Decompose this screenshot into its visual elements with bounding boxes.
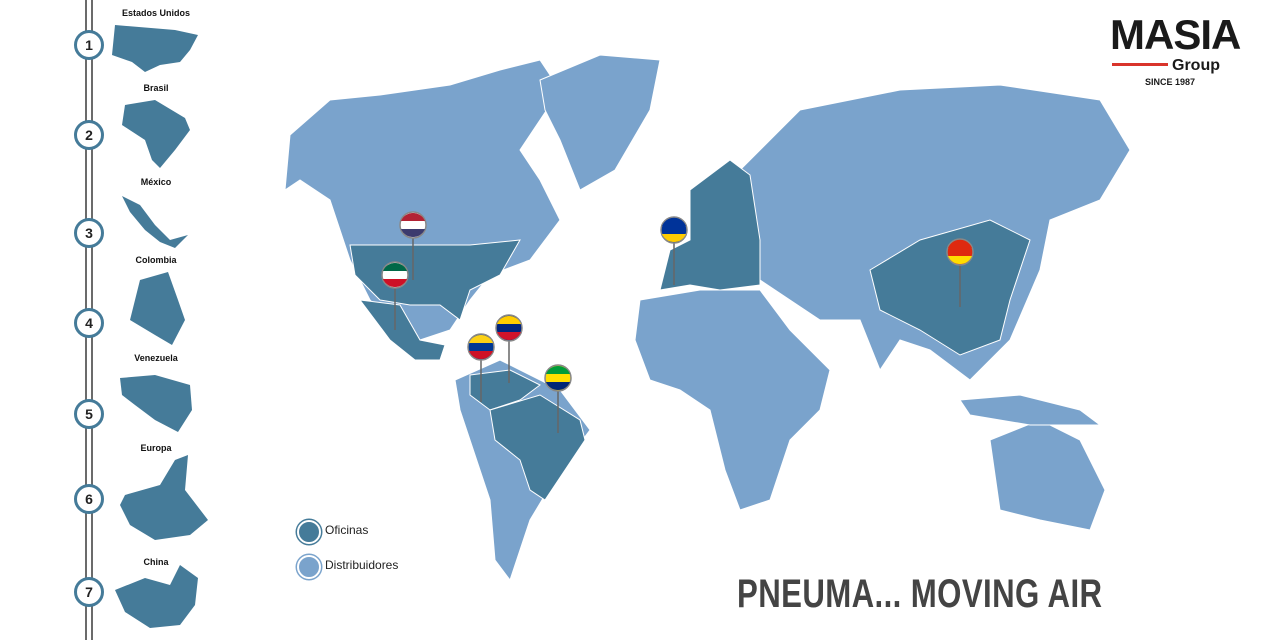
brazil-region — [489, 394, 586, 501]
step-7: 7 — [74, 577, 104, 607]
europe-silhouette — [120, 455, 208, 540]
mexico-region — [358, 299, 446, 361]
flag-band-top — [401, 212, 425, 221]
europe-region — [659, 159, 761, 291]
step-6: 6 — [74, 484, 104, 514]
brazil-silhouette — [122, 100, 190, 168]
colombia-pin — [467, 333, 495, 402]
flag-band-bottom — [469, 351, 493, 359]
country-label: China — [143, 557, 169, 567]
australia — [989, 419, 1106, 531]
country-label: Colombia — [135, 255, 177, 265]
legend-offices-label: Oficinas — [325, 523, 369, 537]
step-4: 4 — [74, 308, 104, 338]
usa-pin — [399, 211, 427, 280]
flag-band-bottom — [383, 279, 407, 287]
flag-band-bottom — [662, 234, 686, 242]
logo-group: Group — [1172, 57, 1220, 74]
africa — [634, 289, 831, 511]
country-label: Brasil — [143, 83, 169, 93]
flag-band-top — [662, 218, 686, 226]
legend-distributors-label: Distribuidores — [325, 558, 399, 572]
flag-band-bottom — [546, 382, 570, 391]
usa-region — [349, 239, 521, 321]
step-3: 3 — [74, 218, 104, 248]
venezuela-silhouette — [120, 375, 192, 432]
flag-band-bottom — [948, 256, 972, 264]
greenland — [539, 54, 661, 191]
flag-band-top — [469, 335, 493, 343]
flag-band-bottom — [497, 332, 521, 340]
flag-band-top — [497, 316, 521, 324]
eurasia — [739, 84, 1131, 381]
step-2: 2 — [74, 120, 104, 150]
step-1: 1 — [74, 30, 104, 60]
china-region — [869, 219, 1031, 356]
china-silhouette — [115, 565, 198, 628]
country-label: Europa — [140, 443, 172, 453]
mexico-pin — [381, 261, 409, 330]
eu-pin — [660, 216, 688, 285]
china-pin — [946, 238, 974, 307]
legend-distributors-dot — [297, 555, 321, 579]
step-5: 5 — [74, 399, 104, 429]
logo-masia: MASIA — [1110, 11, 1241, 58]
colombia-venezuela-region — [469, 369, 541, 411]
logo-since: SINCE 1987 — [1145, 77, 1196, 87]
flag-band-bottom — [401, 229, 425, 238]
legend-offices-dot — [297, 520, 321, 544]
flag-band-top — [383, 263, 407, 271]
colombia-silhouette — [130, 272, 185, 345]
country-silhouettes — [112, 25, 208, 628]
southeast-asia — [959, 394, 1102, 426]
country-label: México — [140, 177, 172, 187]
logo-red-line — [1112, 63, 1168, 66]
mexico-silhouette — [122, 196, 188, 248]
flag-band-top — [546, 365, 570, 374]
venezuela-pin — [495, 314, 523, 383]
country-label: Venezuela — [134, 353, 178, 363]
country-label: Estados Unidos — [121, 8, 190, 18]
slogan: PNEUMA... MOVING AIR — [737, 572, 1103, 616]
usa-silhouette — [112, 25, 198, 72]
flag-band-top — [948, 240, 972, 248]
brazil-pin — [544, 364, 572, 433]
